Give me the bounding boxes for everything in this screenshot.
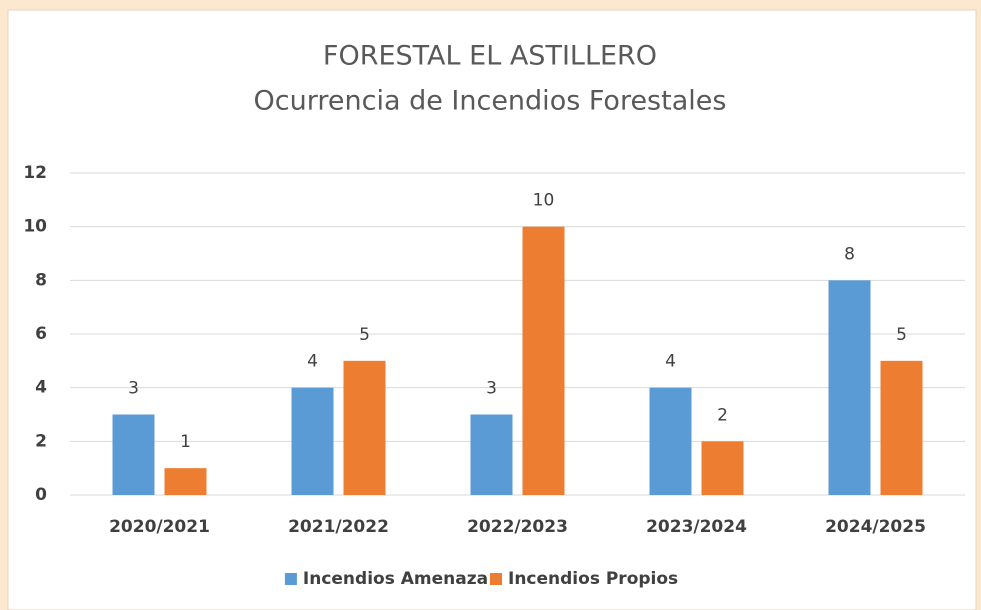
- y-tick-label: 12: [23, 163, 47, 183]
- data-label: 3: [486, 379, 497, 399]
- x-tick-label: 2020/2021: [109, 517, 210, 537]
- chart-subtitle: Ocurrencia de Incendios Forestales: [254, 86, 727, 117]
- bar: [880, 360, 923, 495]
- data-label: 10: [533, 191, 555, 211]
- x-tick-label: 2021/2022: [288, 517, 389, 537]
- chart-title: FORESTAL EL ASTILLERO: [323, 41, 657, 72]
- y-tick-label: 8: [35, 270, 47, 290]
- bar: [291, 387, 334, 495]
- legend-label: Incendios Amenaza: [303, 569, 488, 589]
- bar: [522, 226, 565, 495]
- y-tick-label: 4: [35, 378, 47, 398]
- bar: [470, 414, 513, 495]
- data-label: 4: [665, 352, 676, 372]
- y-tick-label: 0: [35, 485, 47, 505]
- bar: [828, 280, 871, 495]
- data-label: 3: [128, 379, 139, 399]
- data-label: 1: [180, 432, 191, 452]
- y-tick-label: 6: [35, 324, 47, 344]
- data-label: 8: [844, 244, 855, 264]
- y-tick-label: 2: [35, 431, 47, 451]
- data-label: 5: [896, 325, 907, 345]
- x-tick-label: 2022/2023: [467, 517, 568, 537]
- bar: [649, 387, 692, 495]
- data-label: 4: [307, 352, 318, 372]
- bar: [112, 414, 155, 495]
- data-label: 5: [359, 325, 370, 345]
- bar: [343, 360, 386, 495]
- x-tick-label: 2024/2025: [825, 517, 926, 537]
- bar: [701, 441, 744, 495]
- bar: [164, 468, 207, 495]
- y-tick-label: 10: [23, 217, 47, 237]
- legend-swatch: [490, 573, 502, 585]
- data-label: 2: [717, 405, 728, 425]
- legend-label: Incendios Propios: [508, 569, 678, 589]
- x-tick-label: 2023/2024: [646, 517, 747, 537]
- legend-swatch: [284, 573, 297, 585]
- chart-area: [7, 9, 977, 610]
